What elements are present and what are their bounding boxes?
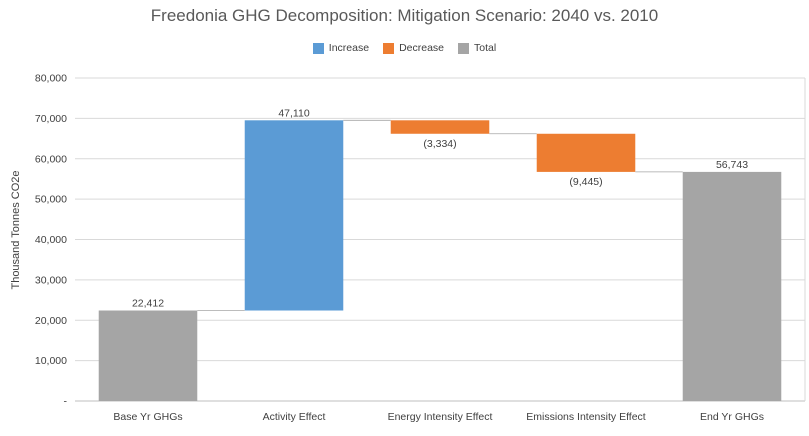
bar-emissions-intensity-effect	[536, 133, 636, 172]
bar-energy-intensity-effect	[390, 120, 490, 134]
y-tick-label: 80,000	[35, 73, 67, 85]
y-tick-label: 10,000	[35, 355, 67, 367]
legend-label-increase: Increase	[328, 42, 370, 54]
x-tick-label: Energy Intensity Effect	[388, 411, 493, 423]
data-label: (3,334)	[423, 138, 456, 150]
legend-swatch-decrease	[383, 42, 395, 54]
legend-item-total: Total	[458, 42, 496, 54]
x-tick-label: Base Yr GHGs	[113, 411, 182, 423]
bar-base-yr-ghgs	[98, 310, 198, 401]
data-label: 22,412	[132, 298, 164, 310]
x-tick-label: Activity Effect	[263, 411, 326, 423]
x-tick-label: End Yr GHGs	[700, 411, 764, 423]
data-label: 47,110	[278, 107, 309, 119]
y-tick-label: 70,000	[35, 113, 67, 125]
data-label: (9,445)	[569, 176, 602, 188]
bar-end-yr-ghgs	[682, 171, 782, 401]
chart-legend: Increase Decrease Total	[0, 42, 809, 54]
legend-swatch-increase	[312, 42, 324, 54]
legend-item-increase: Increase	[312, 42, 370, 54]
bar-activity-effect	[244, 120, 344, 311]
legend-label-total: Total	[474, 42, 497, 54]
legend-item-decrease: Decrease	[383, 42, 444, 54]
chart-title: Freedonia GHG Decomposition: Mitigation …	[150, 6, 659, 25]
y-tick-label: 30,000	[35, 274, 67, 286]
y-tick-label: 60,000	[35, 153, 67, 165]
y-tick-label: 50,000	[35, 194, 67, 206]
legend-swatch-total	[458, 42, 470, 54]
y-tick-label: -	[64, 396, 68, 408]
data-label: 56,743	[716, 159, 748, 171]
y-tick-label: 40,000	[35, 234, 67, 246]
legend-label-decrease: Decrease	[399, 42, 445, 54]
y-tick-label: 20,000	[35, 315, 67, 327]
x-tick-label: Emissions Intensity Effect	[526, 411, 646, 423]
